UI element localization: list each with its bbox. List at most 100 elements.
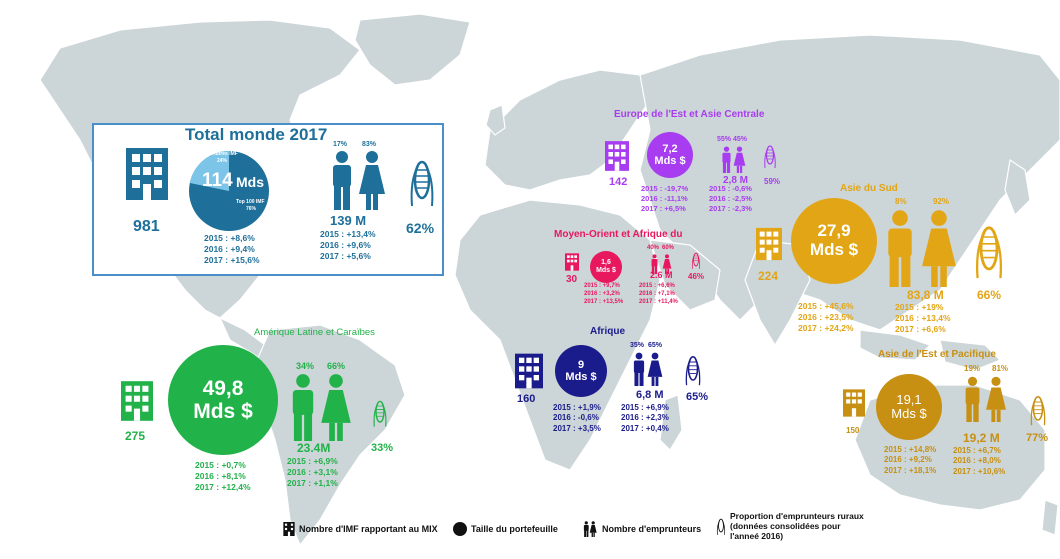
male-icon: [292, 374, 314, 441]
eca-portfolio-circle: 7,2 Mds $: [647, 132, 693, 178]
south-asia-portfolio-unit: Mds $: [809, 240, 859, 259]
mena-male-pct: 40%: [647, 245, 660, 251]
lac-rural-pct: 33%: [371, 442, 394, 454]
people-icon: [583, 521, 597, 537]
eap-portfolio-value: 19,1: [896, 391, 922, 407]
corn-icon: [764, 145, 776, 169]
world-slice-large-pct: 76%: [246, 206, 257, 212]
building-icon: [605, 141, 629, 171]
building-icon: [283, 522, 295, 536]
world-portfolio-pie: [189, 151, 269, 231]
africa-portfolio-value: 9: [577, 358, 585, 371]
world-slice-large-label: Top 100 IMF: [236, 199, 265, 205]
corn-icon: [976, 226, 1002, 279]
eca-portfolio-growth: 2015 : -19,7% 2016 : -11,1% 2017 : +6,5%: [641, 184, 689, 213]
female-icon: [647, 352, 663, 386]
building-icon: [565, 253, 579, 271]
south-asia-borrowers: 83,8 M: [907, 288, 944, 302]
mena-portfolio-growth: 2015 : +9,7% 2016 : +3,2% 2017 : +13,5%: [584, 283, 624, 305]
africa-borrowers-growth: 2015 : +6,9% 2016 : +2,3% 2017 : +0,4%: [621, 403, 669, 433]
corn-icon: [685, 356, 701, 386]
corn-icon: [716, 518, 726, 535]
eap-borrowers-growth: 2015 : +6,7% 2016 : +8,0% 2017 : +10,6%: [953, 446, 1006, 476]
eca-female-pct: 45%: [733, 136, 748, 143]
south-asia-title: Asie du Sud: [840, 183, 898, 194]
building-icon: [515, 353, 543, 389]
legend-borrowers: Nombre d'emprunteurs: [582, 521, 701, 537]
female-icon: [986, 376, 1006, 422]
world-imf-count: 981: [133, 218, 160, 235]
female-icon: [359, 151, 385, 210]
female-icon: [733, 146, 746, 173]
world-portfolio-unit: Mds: [236, 174, 264, 190]
lac-imf-count: 275: [125, 429, 146, 443]
world-portfolio-value: 114: [202, 170, 233, 191]
female-icon: [321, 374, 351, 441]
eca-title: Europe de l'Est et Asie Centrale: [614, 109, 765, 120]
lac-male-pct: 34%: [296, 361, 315, 371]
eap-rural-pct: 77%: [1026, 432, 1049, 444]
world-slice-small-label: Autres IMF: [212, 151, 238, 157]
world-slice-small-pct: 24%: [217, 158, 228, 164]
eca-portfolio-value: 7,2: [662, 142, 678, 155]
eap-borrowers: 19,2 M: [963, 431, 1000, 445]
female-icon: [662, 254, 672, 274]
mena-portfolio-unit: Mds $: [596, 267, 616, 274]
south-asia-portfolio-value: 27,9: [817, 221, 851, 241]
eca-borrowers-growth: 2015 : -0,6% 2016 : -2,5% 2017 : -2,3%: [709, 184, 752, 213]
south-asia-portfolio-circle: 27,9 Mds $: [791, 198, 877, 284]
male-icon: [722, 146, 731, 173]
corn-icon: [691, 252, 701, 269]
building-icon: [126, 148, 168, 200]
corn-icon: [373, 400, 387, 427]
eca-portfolio-unit: Mds $: [654, 155, 686, 167]
world-portfolio-growth: 2015 : +8,6% 2016 : +9,4% 2017 : +15,6%: [204, 233, 260, 266]
mena-female-pct: 60%: [662, 245, 675, 251]
lac-borrowers: 23.4M: [297, 441, 331, 455]
legend-imf: Nombre d'IMF rapportant au MIX: [283, 522, 438, 536]
world-male-pct: 17%: [333, 141, 348, 148]
lac-portfolio-value: 49,8: [202, 376, 244, 400]
africa-rural-pct: 65%: [686, 391, 709, 403]
africa-male-pct: 35%: [630, 342, 645, 349]
legend-portfolio: Taille du portefeuille: [453, 522, 558, 536]
mena-portfolio-circle: 1,6 Mds $: [590, 251, 622, 283]
male-icon: [633, 352, 645, 386]
mena-rural-pct: 46%: [688, 272, 705, 281]
world-title: Total monde 2017: [185, 125, 328, 144]
legend-rural-label: Proportion d'emprunteurs ruraux (données…: [730, 511, 864, 541]
eap-portfolio-unit: Mds $: [891, 406, 927, 421]
south-asia-male-pct: 8%: [895, 197, 907, 206]
south-asia-borrowers-growth: 2015 : +19% 2016 : +13,4% 2017 : +6,6%: [895, 302, 951, 335]
world-female-pct: 83%: [362, 141, 377, 148]
male-icon: [965, 376, 980, 422]
eap-imf-count: 150: [846, 426, 860, 435]
eca-imf-count: 142: [609, 176, 628, 188]
south-asia-portfolio-growth: 2015 : +45,6% 2016 : +23,5% 2017 : +24,2…: [798, 301, 854, 334]
building-icon: [121, 381, 153, 421]
world-borrowers: 139 M: [330, 213, 367, 228]
male-icon: [333, 151, 351, 210]
africa-portfolio-circle: 9 Mds $: [555, 345, 607, 397]
male-icon: [888, 210, 912, 287]
world-rural-pct: 62%: [406, 220, 435, 236]
eca-rural-pct: 59%: [764, 177, 781, 186]
africa-portfolio-growth: 2015 : +1,9% 2016 : -0,6% 2017 : +3,5%: [553, 403, 601, 433]
lac-title: Amérique Latine et Caraïbes: [254, 327, 375, 338]
eca-borrowers: 2,8 M: [723, 175, 749, 186]
lac-portfolio-unit: Mds $: [193, 400, 253, 423]
lac-female-pct: 66%: [327, 361, 346, 371]
female-icon: [922, 210, 956, 287]
legend-portfolio-label: Taille du portefeuille: [471, 524, 558, 534]
mena-imf-count: 30: [566, 274, 578, 285]
eap-title: Asie de l'Est et Pacifique: [878, 349, 996, 360]
mena-borrowers: 2.6 M: [650, 270, 673, 280]
eap-female-pct: 81%: [992, 364, 1009, 373]
lac-portfolio-growth: 2015 : +0,7% 2016 : +8,1% 2017 : +12,4%: [195, 460, 251, 493]
africa-female-pct: 65%: [648, 342, 663, 349]
world-borrowers-growth: 2015 : +13,4% 2016 : +9,6% 2017 : +5,6%: [320, 229, 376, 262]
corn-icon: [410, 160, 434, 207]
africa-imf-count: 160: [517, 393, 536, 405]
building-icon: [756, 227, 782, 261]
africa-title: Afrique: [590, 326, 625, 337]
